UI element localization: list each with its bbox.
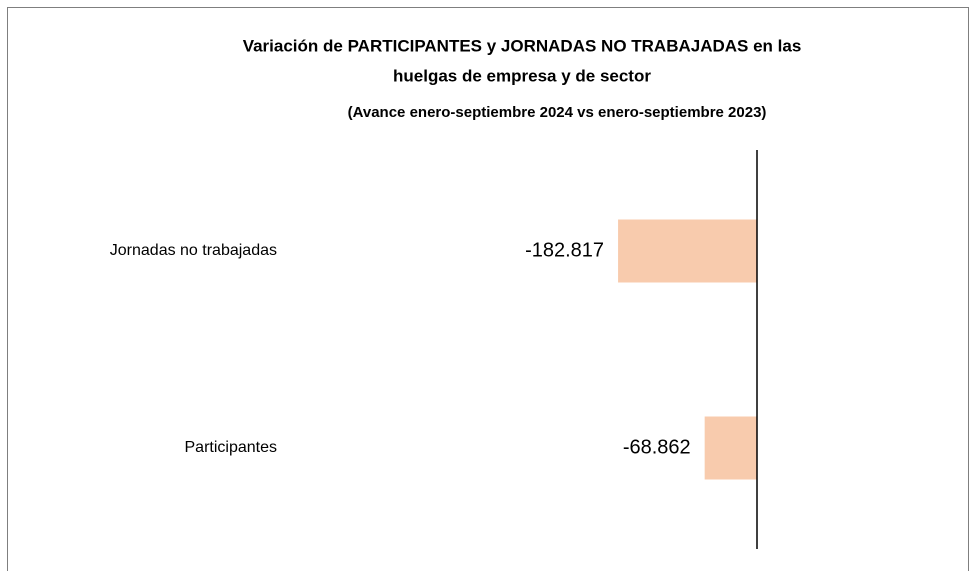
data-label: -182.817	[525, 239, 604, 261]
chart-subtitle: (Avance enero-septiembre 2024 vs enero-s…	[348, 104, 767, 121]
chart-border	[7, 7, 969, 571]
y-tick-label: Participantes	[185, 439, 278, 456]
bar	[618, 219, 757, 283]
data-label: -68.862	[623, 436, 691, 458]
chart-title: huelgas de empresa y de sector	[393, 66, 651, 85]
bar	[704, 416, 757, 480]
y-tick-label: Jornadas no trabajadas	[110, 242, 277, 259]
chart-title: Variación de PARTICIPANTES y JORNADAS NO…	[243, 36, 802, 55]
